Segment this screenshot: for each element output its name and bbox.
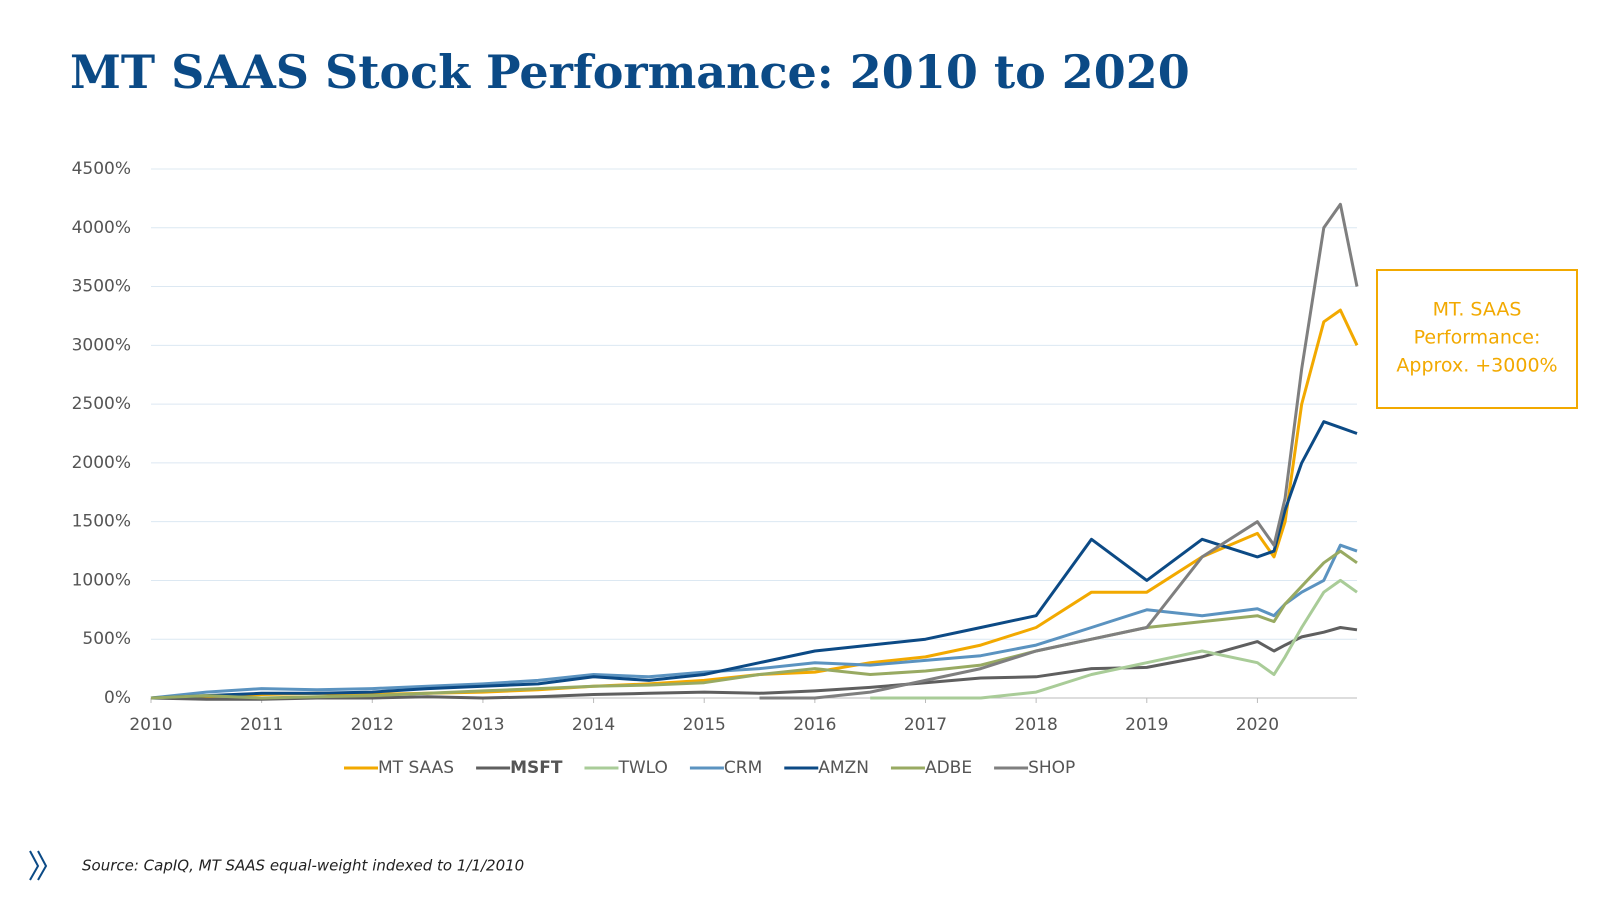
y-tick-label: 2000%	[72, 453, 131, 473]
logo-stroke	[29, 850, 40, 881]
legend-label: AMZN	[818, 758, 869, 778]
logo	[29, 850, 48, 881]
legend-label: SHOP	[1028, 758, 1075, 778]
y-tick-label: 3000%	[72, 335, 131, 355]
y-tick-label: 4000%	[72, 218, 131, 238]
annotation-text: MT. SAAS	[1433, 299, 1522, 321]
series-line	[150, 626, 1358, 701]
x-tick-label: 2013	[461, 715, 504, 735]
x-tick-label: 2016	[793, 715, 836, 735]
series-line	[150, 549, 1358, 700]
legend-label: MSFT	[510, 758, 563, 778]
annotation-text: Approx. +3000%	[1396, 355, 1557, 377]
legend-label: TWLO	[617, 758, 667, 778]
x-tick-label: 2012	[351, 715, 394, 735]
x-tick-label: 2018	[1015, 715, 1058, 735]
annotation-text: Performance:	[1414, 327, 1541, 349]
series-line	[759, 202, 1359, 700]
x-tick-label: 2011	[240, 715, 283, 735]
series-line	[150, 308, 1359, 700]
x-tick-label: 2014	[572, 715, 615, 735]
chart-title: MT SAAS Stock Performance: 2010 to 2020	[70, 45, 1190, 99]
logo-stroke	[37, 850, 48, 881]
series-line	[150, 420, 1358, 700]
source-note: Source: CapIQ, MT SAAS equal-weight inde…	[82, 857, 524, 875]
x-tick-label: 2019	[1125, 715, 1168, 735]
legend-label: ADBE	[925, 758, 972, 778]
annotation-box	[1376, 269, 1578, 409]
series-line	[870, 578, 1358, 700]
y-tick-label: 4500%	[72, 159, 131, 179]
y-tick-label: 500%	[82, 629, 131, 649]
x-tick-label: 2015	[683, 715, 726, 735]
x-tick-label: 2017	[904, 715, 947, 735]
y-tick-label: 1500%	[72, 512, 131, 532]
legend-label: MT SAAS	[378, 758, 454, 778]
legend-label: CRM	[724, 758, 762, 778]
y-tick-label: 0%	[104, 688, 131, 708]
y-tick-label: 3500%	[72, 277, 131, 297]
x-tick-label: 2020	[1236, 715, 1279, 735]
x-tick-label: 2010	[129, 715, 172, 735]
y-tick-label: 2500%	[72, 394, 131, 414]
y-tick-label: 1000%	[72, 570, 131, 590]
